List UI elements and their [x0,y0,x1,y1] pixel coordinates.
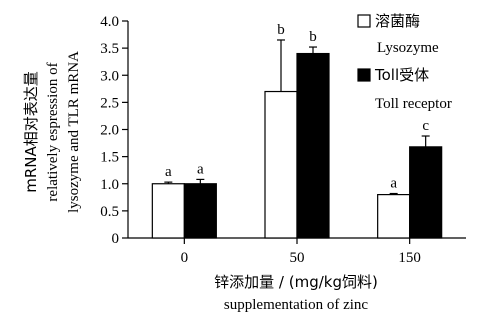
x-axis-title-cn: 锌添加量 / (mg/kg饲料) [214,273,378,291]
legend-label-lysozyme-en: Lysozyme [377,40,439,56]
bar-s1-c0 [183,183,217,239]
y-ticks: 0 0.5 1.0 1.5 2.0 2.5 3.0 3.5 4.0 [100,14,128,247]
y-axis-title-en-2: lysozyme and TLR mRNA [66,51,82,213]
y-tick-label-6: 3.0 [100,68,119,84]
x-ticks: 0 50 150 [181,238,421,266]
x-tick-label-1: 50 [290,250,305,266]
significance-label-s0-c2: a [390,176,397,192]
y-tick-label-5: 2.5 [100,95,119,111]
significance-label-s0-c0: a [165,164,172,180]
bars: a a b b a c [151,22,443,239]
y-tick-label-2: 1.0 [100,177,119,193]
y-tick-label-1: 0.5 [100,204,119,220]
bar-s0-c1 [264,90,298,239]
legend-label-lysozyme-cn: 溶菌酶 [375,12,420,30]
legend-label-toll-en: Toll receptor [375,96,452,112]
x-axis-title-en: supplementation of zinc [224,297,368,313]
y-tick-label-3: 1.5 [100,150,119,166]
significance-label-s1-c0: a [197,161,204,177]
y-axis-title-cn: mRNA相对表达量 [22,71,40,193]
bar-s1-c2 [409,146,443,239]
y-tick-label-7: 3.5 [100,41,119,57]
significance-label-s1-c2: c [422,118,429,134]
x-tick-label-2: 150 [398,250,421,266]
y-tick-label-4: 2.0 [100,123,119,139]
legend-swatch-toll [357,68,371,82]
x-tick-label-0: 0 [181,250,189,266]
legend-label-toll-cn: Toll受体 [374,66,429,84]
bar-s0-c2 [377,194,411,239]
y-tick-label-0: 0 [112,231,120,247]
legend-swatch-lysozyme [357,14,371,28]
y-axis-title-en-1: relatively espression of [45,62,61,201]
bar-s0-c0 [151,183,185,239]
y-tick-label-8: 4.0 [100,14,119,30]
significance-label-s1-c1: b [309,29,317,45]
significance-label-s0-c1: b [277,22,285,38]
bar-s1-c1 [296,52,330,239]
legend: 溶菌酶 Lysozyme Toll受体 Toll receptor [357,12,452,112]
